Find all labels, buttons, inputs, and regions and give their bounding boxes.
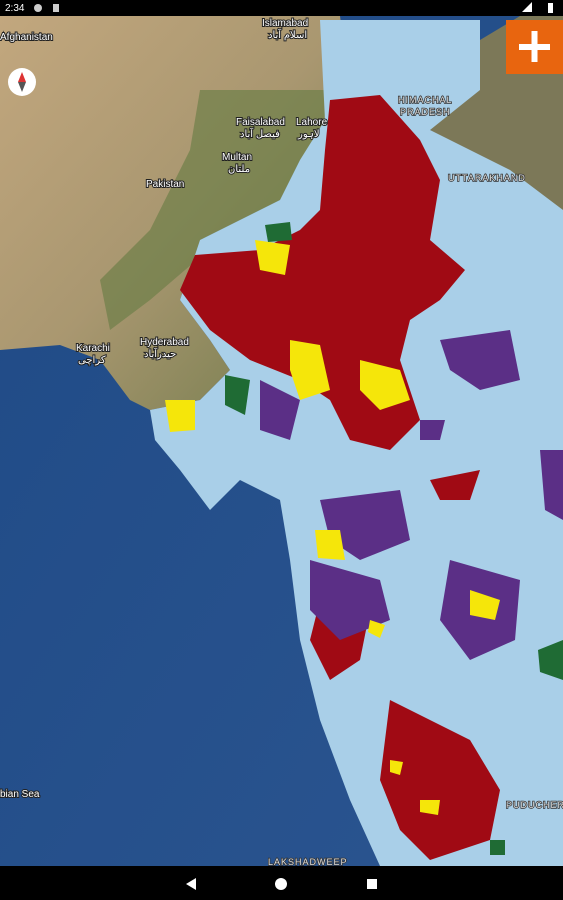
status-time: 2:34 <box>5 3 25 14</box>
map-label: UTTARAKHAND <box>448 173 526 183</box>
indus-plain <box>100 90 330 330</box>
nav-recents[interactable] <box>367 879 377 889</box>
map-label: PUDUCHERRY <box>506 800 563 810</box>
map-label: Faisalabad <box>236 117 285 128</box>
nav-home[interactable] <box>275 878 287 890</box>
signal-icon <box>522 2 532 12</box>
map-label: Hyderabad <box>140 337 189 348</box>
map-label: Afghanistan <box>0 32 53 43</box>
region-purple <box>260 330 563 660</box>
map-label: کراچی <box>78 355 106 366</box>
map-label: فیصل آباد <box>240 127 280 140</box>
map-label: PRADESH <box>400 107 451 117</box>
map-label: LAKSHADWEEP <box>268 857 348 867</box>
map-label: bian Sea <box>0 789 40 800</box>
region-yellow <box>165 240 500 815</box>
map-label: Multan <box>222 152 252 163</box>
compass[interactable] <box>8 68 36 96</box>
status-icon <box>53 4 59 12</box>
map-label: حیدرآباد <box>144 347 176 360</box>
battery-icon <box>548 3 553 13</box>
status-icon <box>34 4 42 12</box>
map-label: لاہور <box>297 129 320 140</box>
india <box>150 20 563 866</box>
map-label: HIMACHAL <box>398 95 453 105</box>
status-bar <box>0 0 563 16</box>
map-label: Pakistan <box>146 179 184 190</box>
map-label: Islamabad <box>262 18 308 29</box>
map-label: اسلام آباد <box>268 28 307 41</box>
nav-back[interactable] <box>186 878 196 890</box>
map-label: ملتان <box>228 164 250 175</box>
region-green <box>225 222 563 855</box>
map-label: Karachi <box>76 343 110 354</box>
add-button[interactable] <box>506 20 563 74</box>
map-label: Lahore <box>296 117 328 128</box>
